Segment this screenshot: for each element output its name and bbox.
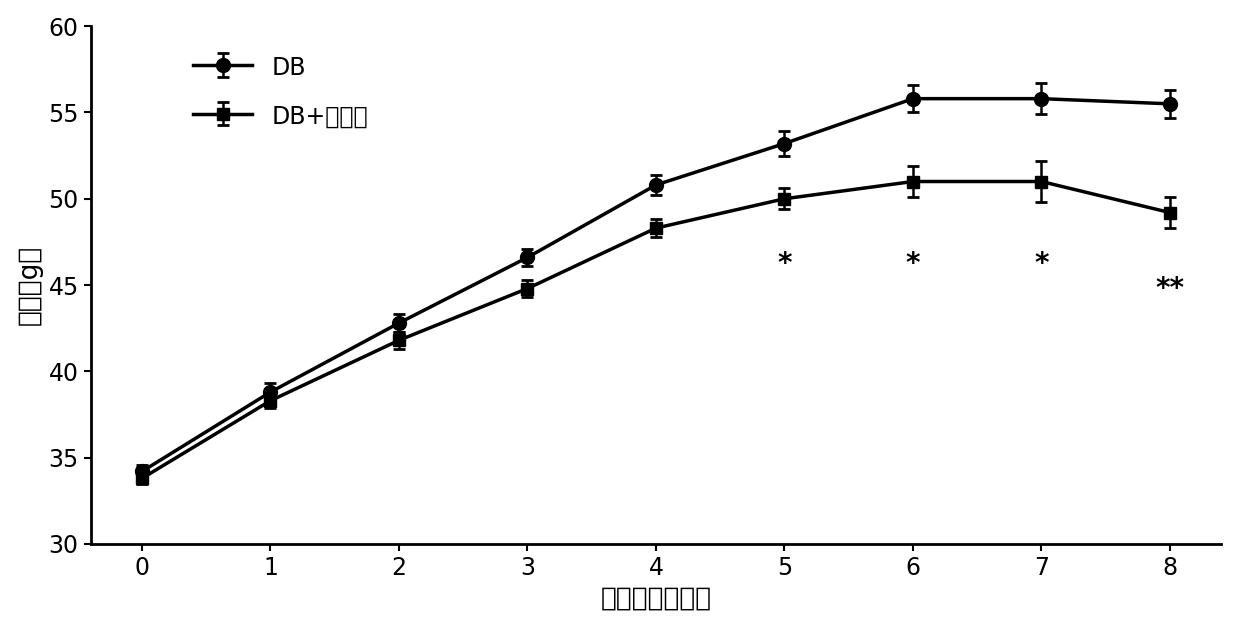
Y-axis label: 体重（g）: 体重（g） bbox=[16, 245, 42, 325]
Legend: DB, DB+脂肪酸: DB, DB+脂肪酸 bbox=[182, 43, 380, 141]
Text: *: * bbox=[777, 251, 791, 278]
Text: **: ** bbox=[1155, 274, 1185, 303]
Text: *: * bbox=[1034, 251, 1049, 278]
X-axis label: 处理时间（周）: 处理时间（周） bbox=[600, 585, 712, 611]
Text: *: * bbox=[906, 251, 920, 278]
